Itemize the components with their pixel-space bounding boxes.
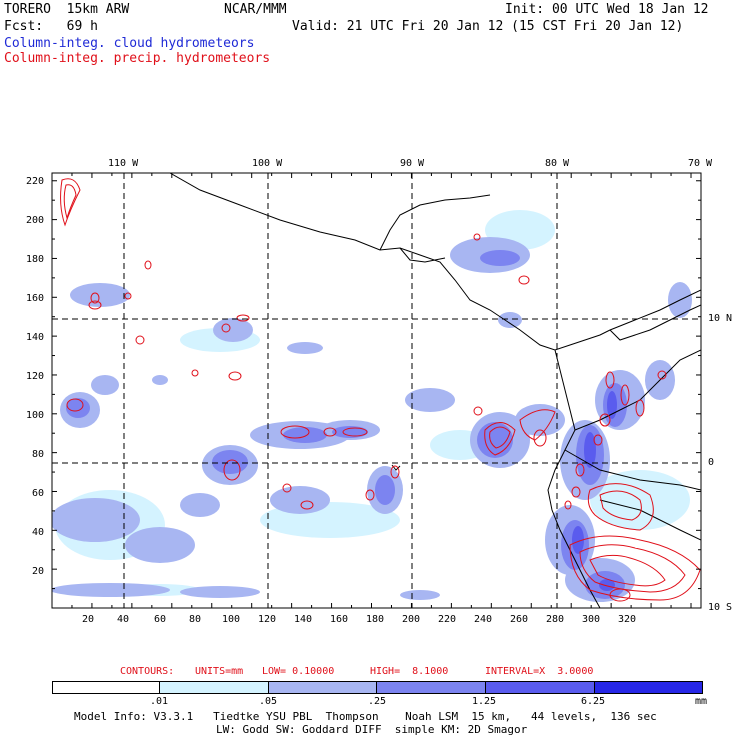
contours-units: UNITS=mm — [195, 666, 244, 677]
legend-value: 1.25 — [472, 696, 497, 707]
model-physics: LW: Godd SW: Goddard DIFF simple KM: 2D … — [216, 723, 528, 736]
legend-value: .25 — [368, 696, 387, 707]
model-info: Model Info: V3.3.1 Tiedtke YSU PBL Thomp… — [74, 710, 657, 723]
precip-contours — [60, 178, 701, 602]
y-tick-label: 220 — [26, 176, 45, 187]
cloud-shading — [52, 210, 692, 602]
legend-swatch-2 — [268, 681, 377, 694]
organization: NCAR/MMM — [224, 2, 287, 17]
y-tick-label: 160 — [26, 293, 45, 304]
x-tick-label: 140 — [294, 614, 313, 625]
y-tick-label: 200 — [26, 215, 45, 226]
y-tick-label: 140 — [26, 332, 45, 343]
plot-frame — [51, 172, 702, 609]
model-title: TORERO 15km ARW — [4, 2, 130, 17]
x-tick-label: 100 — [222, 614, 241, 625]
axis-ticks — [51, 173, 701, 609]
x-tick-label: 320 — [618, 614, 637, 625]
y-tick-label: 80 — [32, 449, 45, 460]
y-tick-label: 20 — [32, 566, 45, 577]
contours-low: LOW= 0.10000 — [262, 666, 335, 677]
lon-label-80w: 80 W — [545, 158, 570, 169]
contours-high: HIGH= 8.1000 — [370, 666, 449, 677]
x-tick-label: 280 — [546, 614, 565, 625]
x-tick-label: 260 — [510, 614, 529, 625]
contours-interval: INTERVAL=X 3.0000 — [485, 666, 594, 677]
y-tick-label: 180 — [26, 254, 45, 265]
init-time: Init: 00 UTC Wed 18 Jan 12 — [505, 2, 709, 17]
x-tick-label: 120 — [258, 614, 277, 625]
legend-swatch-3 — [376, 681, 486, 694]
x-tick-label: 180 — [366, 614, 385, 625]
x-tick-label: 60 — [154, 614, 167, 625]
coastlines — [169, 173, 701, 608]
legend-swatch-0 — [52, 681, 160, 694]
y-tick-label: 100 — [26, 410, 45, 421]
x-tick-label: 240 — [474, 614, 493, 625]
valid-time: Valid: 21 UTC Fri 20 Jan 12 (15 CST Fri … — [292, 19, 684, 34]
lon-label-90w: 90 W — [400, 158, 425, 169]
lon-label-110w: 110 W — [108, 158, 139, 169]
y-tick-label: 60 — [32, 488, 45, 499]
lat-label-10n: 10 N — [708, 313, 733, 324]
graticule — [52, 173, 701, 608]
x-tick-label: 80 — [189, 614, 202, 625]
x-tick-label: 40 — [117, 614, 130, 625]
field-cloud-label: Column-integ. cloud hydrometeors — [4, 36, 255, 51]
x-tick-label: 300 — [582, 614, 601, 625]
y-tick-label: 40 — [32, 527, 45, 538]
x-tick-label: 200 — [402, 614, 421, 625]
legend-value: .01 — [150, 696, 169, 707]
legend-value: 6.25 — [581, 696, 606, 707]
lat-label-0: 0 — [708, 457, 715, 468]
forecast-hour: Fcst: 69 h — [4, 19, 98, 34]
x-tick-label: 220 — [438, 614, 457, 625]
contours-label: CONTOURS: — [120, 666, 175, 677]
legend-swatch-1 — [159, 681, 269, 694]
x-tick-label: 20 — [82, 614, 95, 625]
field-precip-label: Column-integ. precip. hydrometeors — [4, 51, 271, 66]
legend-value: .05 — [259, 696, 278, 707]
lon-label-70w: 70 W — [688, 158, 713, 169]
lat-label-10s: 10 S — [708, 602, 733, 613]
x-tick-label: 160 — [330, 614, 349, 625]
legend-unit: mm — [695, 696, 708, 707]
legend-swatch-4 — [485, 681, 595, 694]
legend-swatch-5 — [594, 681, 703, 694]
lon-label-100w: 100 W — [252, 158, 283, 169]
y-tick-label: 120 — [26, 371, 45, 382]
